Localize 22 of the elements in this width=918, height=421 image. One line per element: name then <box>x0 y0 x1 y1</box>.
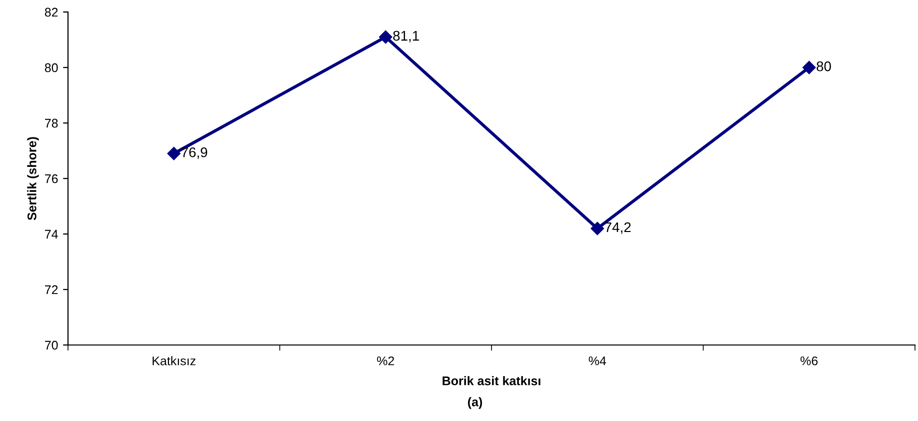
data-label: 80 <box>816 61 831 72</box>
x-tick-label: %4 <box>588 356 606 366</box>
x-axis-title: Borik asit katkısı <box>442 376 540 386</box>
point <box>802 60 816 74</box>
point <box>167 146 180 160</box>
y-tick-label: 80 <box>44 63 58 72</box>
y-tick-label: 76 <box>45 174 58 184</box>
data-label: 76,9 <box>182 147 208 159</box>
point <box>379 30 392 44</box>
y-axis-title: Sertlik (shore) <box>27 137 39 220</box>
data-label: 74,2 <box>605 222 631 234</box>
x-tick-label: Katkısız <box>152 356 196 366</box>
y-tick-label: 78 <box>45 118 58 128</box>
data-label: 81,1 <box>393 30 419 42</box>
y-tick-label: 72 <box>45 285 58 294</box>
y-tick-label: 74 <box>45 230 58 239</box>
x-tick-label: %2 <box>377 356 394 366</box>
y-tick-label: 70 <box>45 340 58 350</box>
y-tick-label: 82 <box>44 8 58 17</box>
point <box>590 222 604 236</box>
x-tick-label: %6 <box>800 356 818 366</box>
text: (a) <box>468 397 482 409</box>
